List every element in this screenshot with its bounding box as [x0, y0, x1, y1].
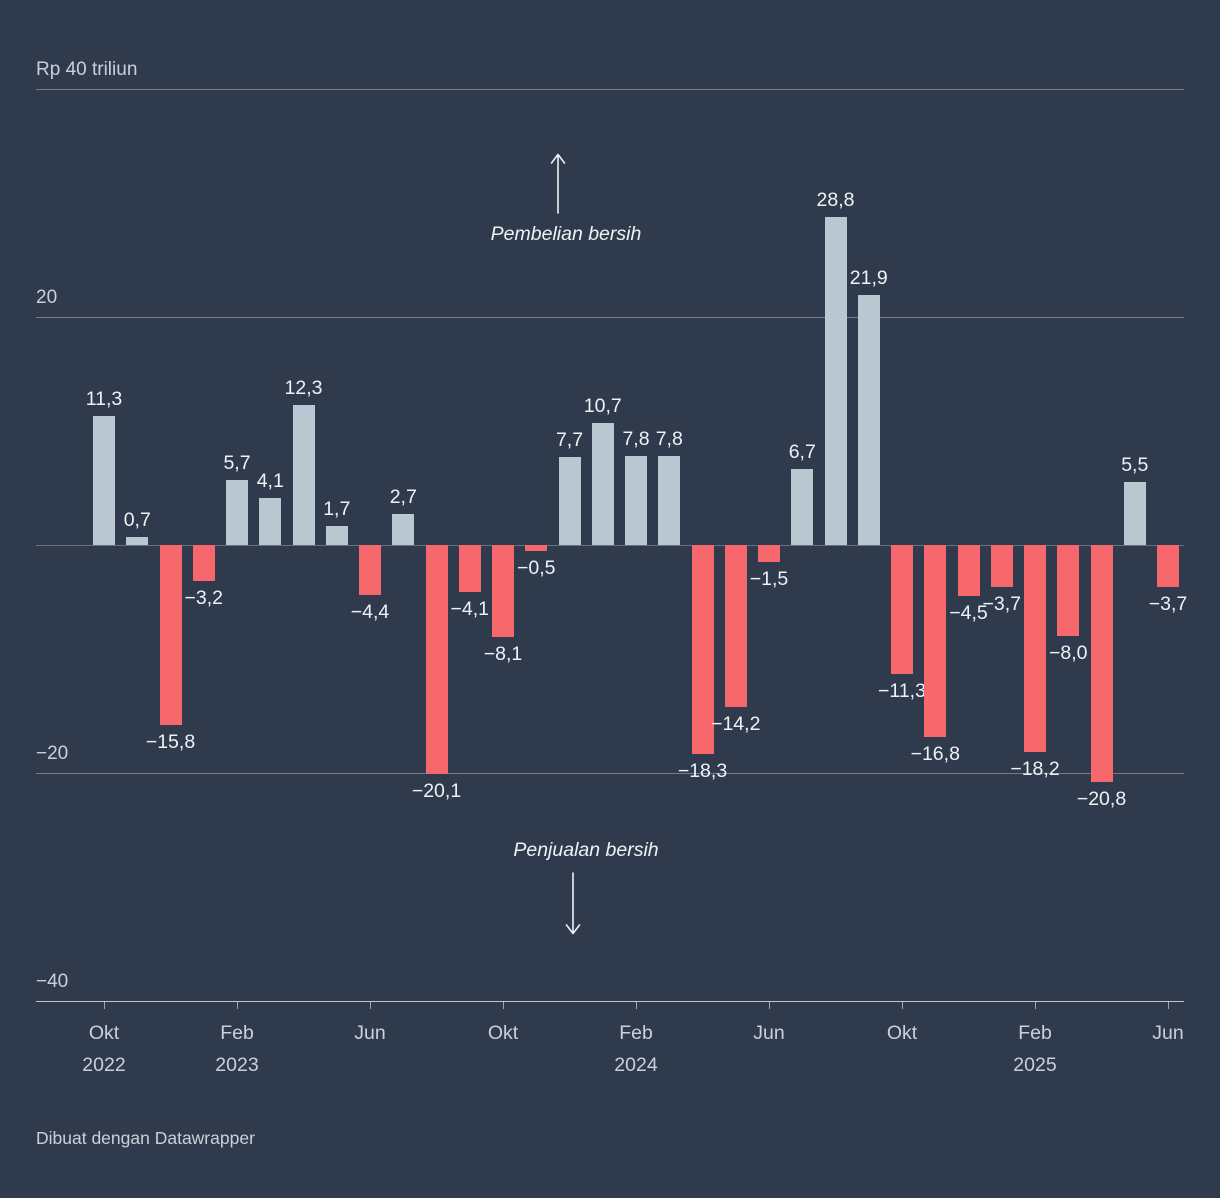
bar[interactable]	[325, 525, 348, 545]
x-axis-month-label: Jun	[354, 1022, 386, 1044]
x-axis-tick	[902, 1002, 903, 1009]
x-axis-year-label: 2024	[614, 1054, 658, 1076]
x-axis-tick	[370, 1002, 371, 1009]
bar-value-label: 2,7	[389, 486, 417, 509]
gridline	[36, 89, 1184, 90]
bar[interactable]	[791, 468, 814, 545]
x-axis-tick	[237, 1002, 238, 1009]
x-axis-line	[36, 1001, 1184, 1002]
bar[interactable]	[990, 545, 1013, 588]
bar[interactable]	[93, 416, 115, 545]
bar[interactable]	[359, 545, 381, 596]
bar-value-label: 5,7	[223, 452, 251, 475]
bar-value-label: −20,8	[1076, 788, 1127, 811]
bar[interactable]	[625, 456, 647, 545]
x-axis-year-label: 2023	[215, 1054, 259, 1076]
x-axis-tick	[104, 1002, 105, 1009]
bar[interactable]	[957, 545, 980, 597]
x-axis-month-label: Jun	[1152, 1022, 1184, 1044]
bar[interactable]	[824, 216, 847, 545]
bar-value-label: −18,3	[677, 759, 728, 782]
bar[interactable]	[658, 456, 681, 545]
bar-value-label: 10,7	[583, 395, 622, 418]
gridline	[36, 317, 1184, 318]
bar[interactable]	[1024, 545, 1046, 753]
bar-value-label: 7,8	[655, 428, 683, 451]
x-axis-tick	[1035, 1002, 1036, 1009]
bar-value-label: −16,8	[910, 742, 960, 765]
bar[interactable]	[558, 457, 581, 545]
x-axis-year-label: 2025	[1013, 1054, 1057, 1076]
y-axis-label: −40	[36, 971, 69, 992]
bar[interactable]	[492, 545, 514, 638]
bar[interactable]	[425, 545, 448, 775]
bar[interactable]	[126, 537, 149, 545]
bar[interactable]	[392, 514, 415, 545]
datawrapper-attribution[interactable]: Dibuat dengan Datawrapper	[36, 1128, 255, 1148]
bar[interactable]	[691, 545, 714, 754]
bar[interactable]	[525, 545, 548, 551]
x-axis-month-label: Okt	[886, 1022, 918, 1044]
bar-value-label: −15,8	[145, 731, 196, 754]
bar[interactable]	[1123, 482, 1146, 545]
x-axis-month-label: Feb	[220, 1022, 254, 1044]
bar-value-label: −20,1	[411, 780, 462, 803]
x-axis-month-label: Okt	[88, 1022, 120, 1044]
x-axis-tick	[1168, 1002, 1169, 1009]
bar-value-label: −8,1	[483, 643, 523, 666]
x-axis-tick	[636, 1002, 637, 1009]
bar[interactable]	[924, 545, 947, 737]
bar[interactable]	[1057, 545, 1080, 637]
bar-value-label: 28,8	[816, 188, 855, 211]
x-axis-month-label: Jun	[753, 1022, 785, 1044]
x-axis-month-label: Okt	[487, 1022, 519, 1044]
up-arrow-icon	[550, 153, 566, 214]
bar[interactable]	[226, 480, 248, 545]
down-arrow-icon	[565, 872, 581, 935]
bar[interactable]	[458, 545, 481, 592]
bar-value-label: −18,2	[1010, 758, 1060, 781]
y-axis-label: −20	[36, 743, 69, 764]
x-axis-tick	[769, 1002, 770, 1009]
bar-value-label: 12,3	[284, 376, 323, 399]
bar-value-label: −3,7	[1148, 593, 1188, 616]
bar-value-label: 5,5	[1121, 454, 1149, 477]
bar[interactable]	[159, 545, 182, 726]
bar-value-label: 11,3	[85, 388, 123, 411]
bar[interactable]	[591, 423, 614, 545]
annotation-pembelian-bersih: Pembelian bersih	[490, 223, 642, 245]
zero-baseline	[36, 545, 1184, 546]
bar[interactable]	[724, 545, 747, 707]
bar[interactable]	[857, 295, 880, 545]
gridline	[36, 773, 1184, 774]
bar[interactable]	[1090, 545, 1113, 783]
bar[interactable]	[1157, 545, 1179, 588]
annotation-penjualan-bersih: Penjualan bersih	[513, 839, 659, 861]
bar[interactable]	[259, 498, 282, 545]
bar[interactable]	[192, 545, 215, 582]
bar[interactable]	[758, 545, 780, 563]
x-axis-month-label: Feb	[1018, 1022, 1052, 1044]
y-axis-label: Rp 40 triliun	[36, 59, 138, 80]
x-axis-month-label: Feb	[619, 1022, 653, 1044]
bar[interactable]	[891, 545, 913, 674]
bar-value-label: −4,4	[350, 601, 390, 624]
y-axis-label: 20	[36, 287, 58, 308]
x-axis-year-label: 2022	[82, 1054, 126, 1076]
bar[interactable]	[292, 404, 315, 545]
x-axis-tick	[503, 1002, 504, 1009]
